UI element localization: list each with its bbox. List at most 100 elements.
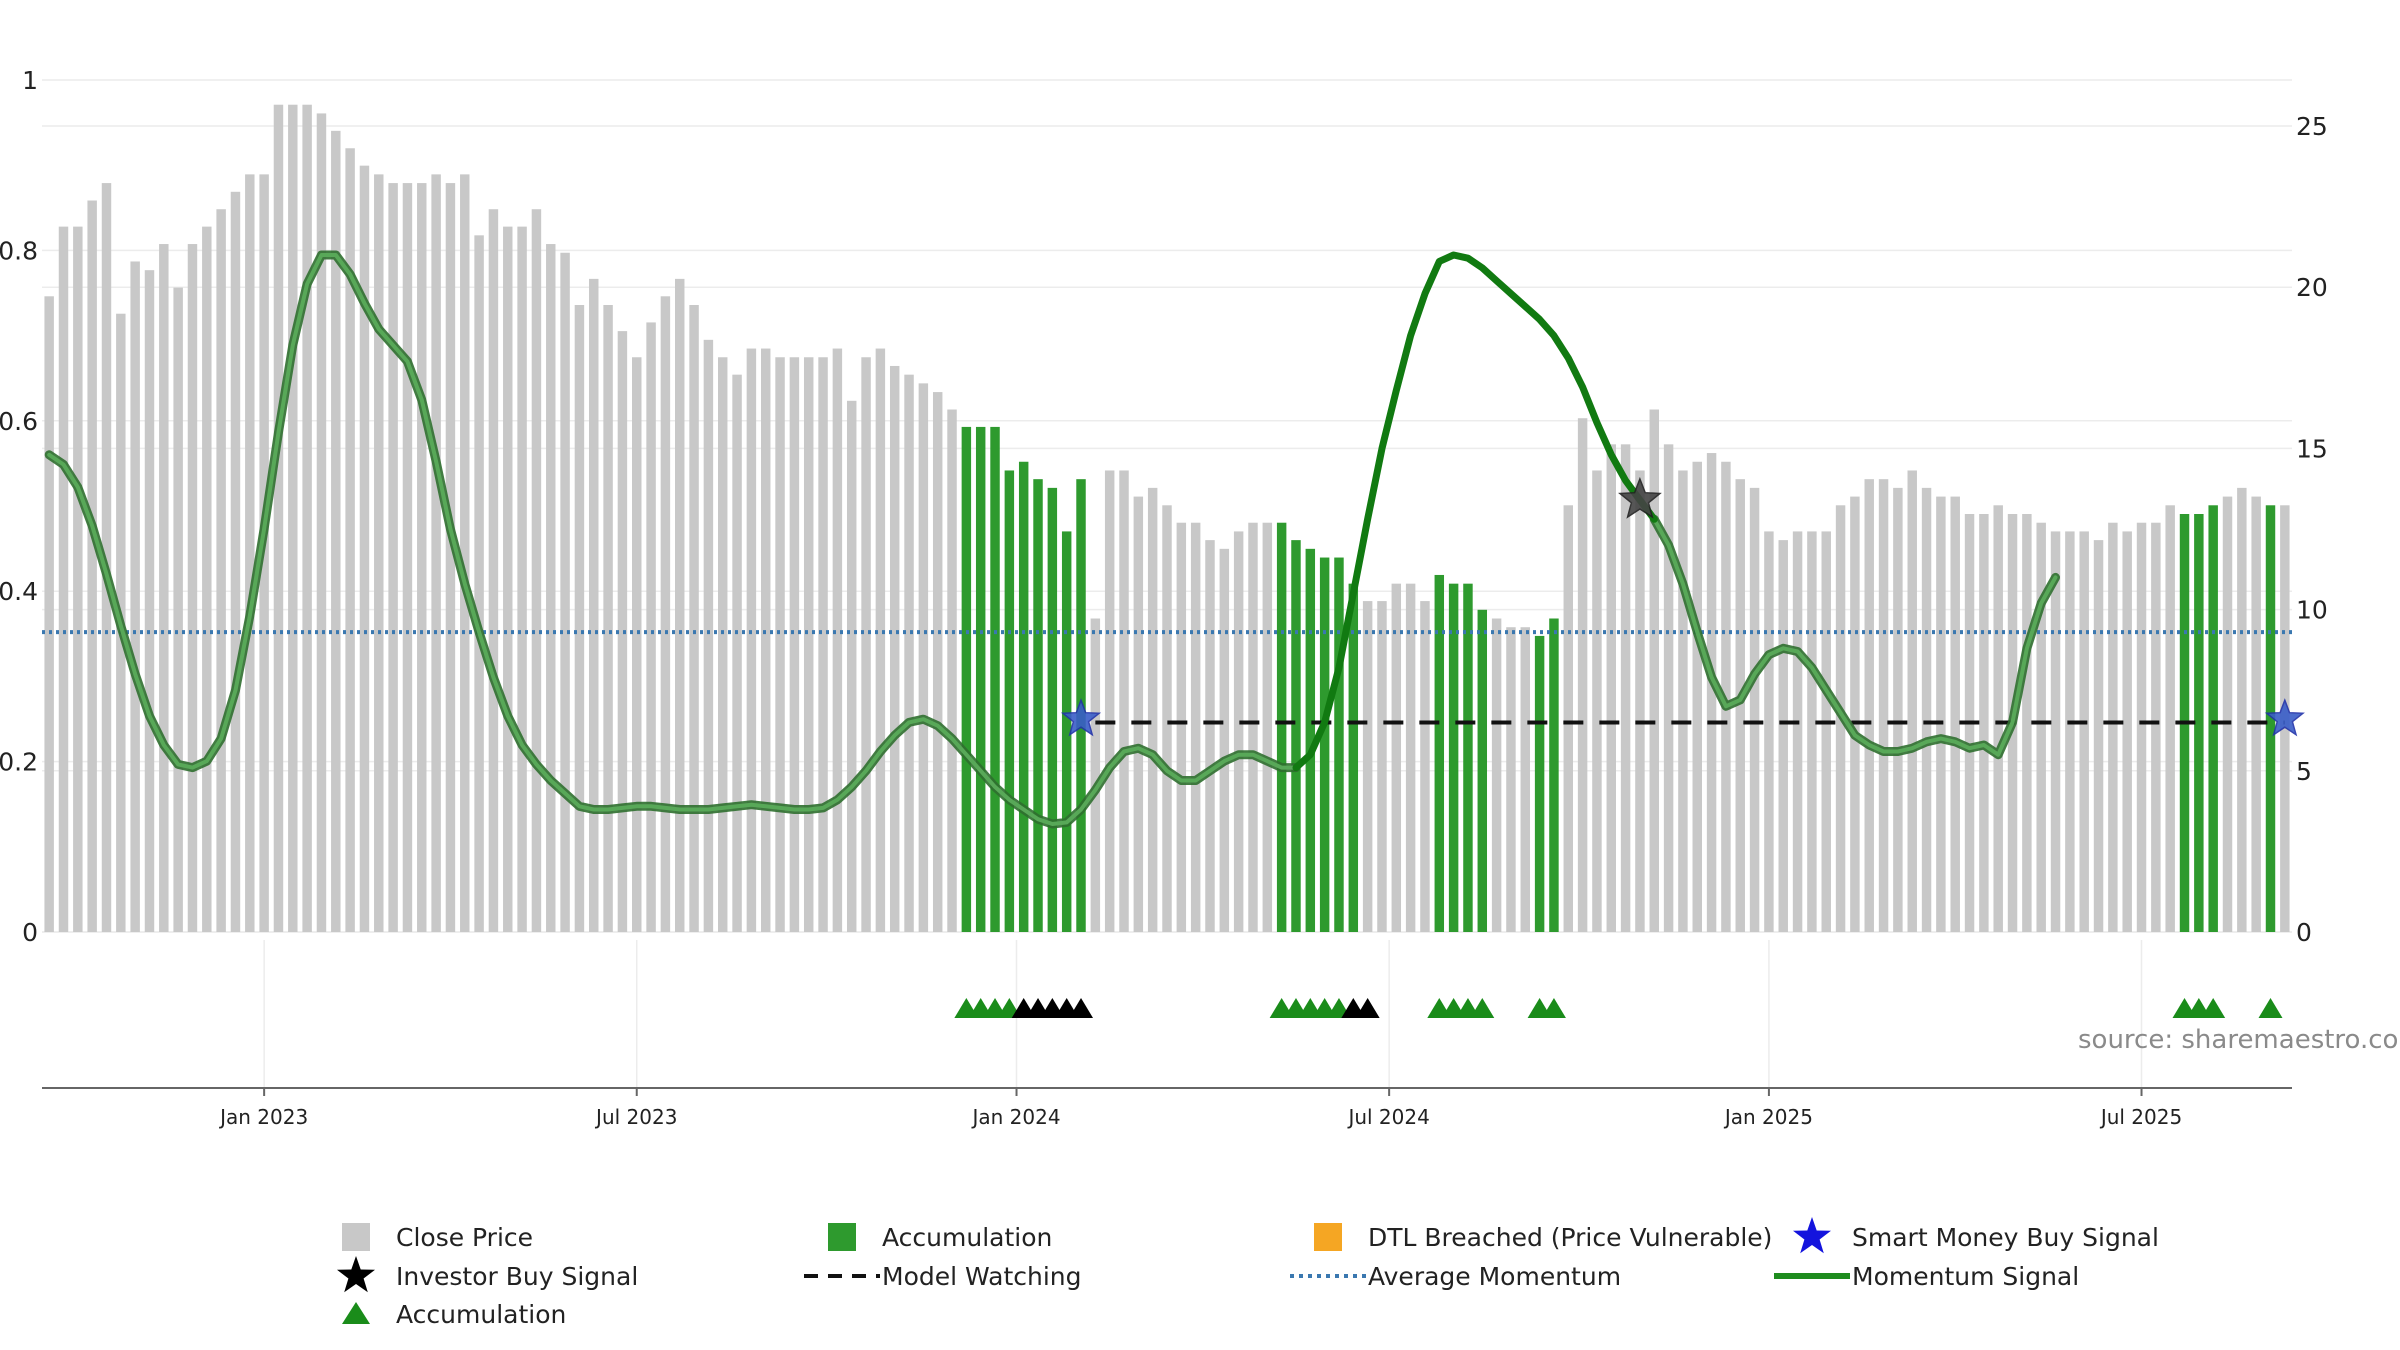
right-tick-label: 25 — [2296, 112, 2328, 141]
close-price-bar — [617, 331, 628, 932]
close-price-bar — [144, 270, 155, 933]
close-price-bar — [646, 322, 656, 933]
close-price-bar — [589, 278, 599, 932]
close-price-bar — [1864, 479, 1874, 932]
close-price-bar — [1405, 583, 1416, 932]
close-price-bar — [546, 244, 556, 932]
close-price-bar — [1821, 531, 1831, 932]
accumulation-bar — [1534, 635, 1545, 932]
close-price-bar — [1520, 627, 1531, 932]
close-price-bar — [273, 104, 284, 933]
close-price-bar — [460, 174, 470, 932]
close-price-bar — [1878, 479, 1889, 932]
close-price-bar — [2122, 531, 2132, 932]
accumulation-bar — [1477, 609, 1488, 932]
close-price-bar — [889, 365, 900, 932]
legend-label: Average Momentum — [1368, 1262, 1621, 1291]
close-price-bar — [359, 165, 370, 932]
close-price-bar — [1921, 487, 1932, 932]
accumulation-bar — [975, 426, 986, 932]
legend-label: Model Watching — [882, 1262, 1082, 1291]
accumulation-bar — [1004, 470, 1015, 932]
smart-money-buy-signal-star — [1060, 698, 1102, 737]
close-price-bar — [101, 183, 112, 933]
legend-label: Smart Money Buy Signal — [1852, 1223, 2159, 1252]
close-price-bar — [775, 357, 785, 932]
legend-marker-triangle-green — [342, 1302, 370, 1324]
close-price-bar — [1993, 505, 2003, 932]
close-price-bar — [1162, 505, 1172, 932]
x-tick-label: Jul 2023 — [594, 1105, 677, 1129]
accumulation-bar — [2208, 505, 2218, 932]
close-price-bar — [2237, 487, 2247, 932]
close-price-bar — [345, 148, 355, 932]
left-tick-label: 1 — [22, 66, 38, 95]
close-price-bar — [1420, 601, 1430, 932]
accumulation-bar — [1033, 479, 1043, 932]
close-price-bar — [1176, 522, 1187, 932]
legend: Close Price Accumulation DTL Breached (Pri… — [337, 1217, 2159, 1329]
close-price-bar — [1205, 540, 1215, 932]
close-price-bar — [245, 174, 255, 932]
close-price-bar — [1391, 583, 1402, 932]
close-price-bar — [846, 400, 857, 933]
accumulation-bar — [1061, 531, 1072, 932]
close-price-bar — [2036, 522, 2046, 932]
close-price-bar — [316, 113, 327, 932]
accumulation-bar — [1305, 548, 1316, 932]
close-price-bar — [574, 305, 585, 932]
close-price-bar — [1147, 487, 1158, 932]
close-price-bar — [918, 383, 929, 932]
lines-layer — [42, 250, 2292, 829]
close-price-bar — [374, 174, 384, 932]
close-price-bar — [1706, 453, 1717, 932]
close-price-bar — [288, 104, 298, 933]
close-price-bar — [1262, 522, 1273, 932]
close-price-bar — [603, 305, 613, 932]
close-price-bar — [1635, 470, 1645, 932]
close-price-bar — [2251, 496, 2261, 932]
markers-layer — [954, 476, 2305, 1018]
accumulation-bar — [990, 426, 1000, 932]
close-price-bar — [73, 226, 83, 932]
left-tick-label: 0.2 — [0, 748, 38, 777]
close-price-bar — [689, 305, 699, 932]
x-tick-label: Jan 2025 — [1723, 1105, 1813, 1129]
accumulation-bar — [961, 426, 972, 932]
close-price-bar — [2165, 505, 2175, 932]
close-price-bar — [560, 252, 570, 932]
close-price-bar — [732, 374, 742, 933]
close-price-bar — [718, 357, 728, 932]
accumulation-bar — [2194, 514, 2204, 932]
close-price-bar — [202, 226, 212, 932]
legend-label: Investor Buy Signal — [396, 1262, 638, 1291]
close-price-bar — [789, 357, 800, 932]
close-price-bar — [818, 357, 828, 932]
accumulation-bar — [1448, 583, 1459, 932]
source-label: source: sharemaestro.com — [2078, 1025, 2400, 1055]
close-price-bar — [632, 357, 642, 932]
legend-marker-square-green — [828, 1223, 856, 1251]
close-price-bar — [44, 296, 54, 933]
close-price-bar — [474, 235, 484, 933]
close-price-bar — [388, 183, 398, 933]
close-price-bar — [216, 209, 226, 933]
close-price-bar — [832, 348, 843, 933]
close-price-bar — [1592, 470, 1602, 932]
close-price-bar — [1692, 461, 1702, 932]
close-price-bar — [1850, 496, 1860, 932]
close-price-bar — [417, 183, 427, 933]
accumulation-bar — [1348, 583, 1359, 932]
close-price-bar — [1979, 514, 1989, 932]
close-price-bar — [1907, 470, 1917, 932]
accumulation-bar — [1334, 557, 1344, 932]
close-price-bar — [2093, 540, 2104, 932]
close-price-bar — [2065, 531, 2075, 932]
legend-label: Momentum Signal — [1852, 1262, 2079, 1291]
close-price-bar — [1678, 470, 1688, 932]
close-price-bar — [2108, 522, 2118, 932]
close-price-bar — [703, 339, 714, 932]
close-price-bar — [1133, 496, 1144, 932]
accumulation-triangle — [2258, 998, 2283, 1018]
